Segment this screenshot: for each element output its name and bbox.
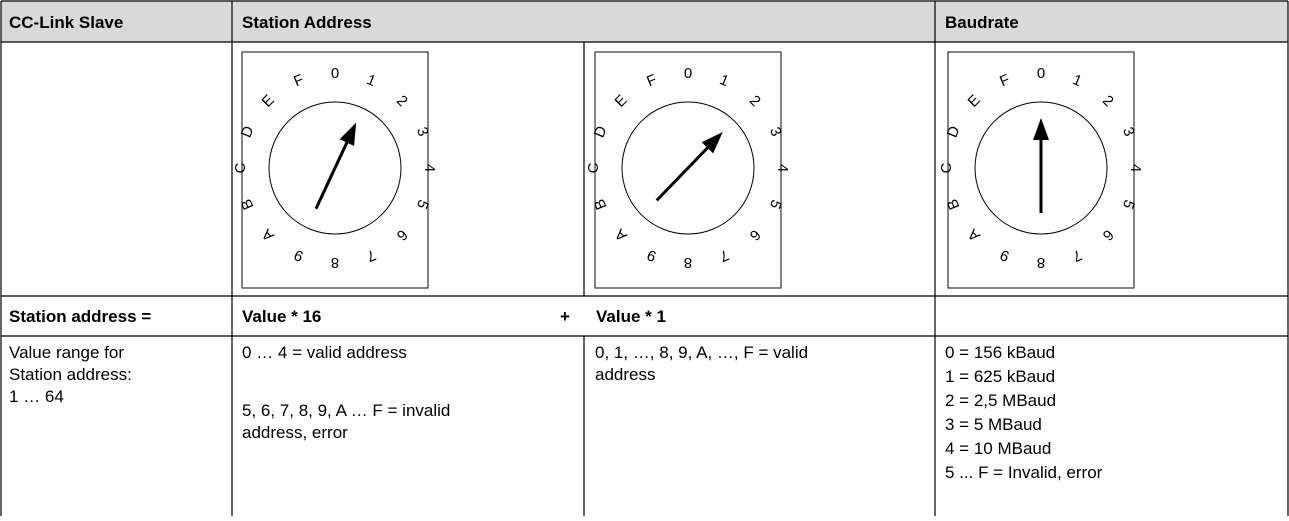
switch-dial <box>974 101 1108 235</box>
dial-label: A <box>259 225 278 244</box>
dial-label: 8 <box>331 254 339 271</box>
dial-label: 1 <box>717 71 731 90</box>
dial-label: B <box>238 196 258 212</box>
switch-arrowhead <box>339 122 357 147</box>
rotary-switch: 0 12 3 4 5 67 8 9AB C DEF <box>938 51 1144 289</box>
dial-label: 4 <box>421 164 438 172</box>
cell-text: address <box>595 365 655 384</box>
switch-pointer <box>314 140 350 210</box>
cell-text: 0 = 156 kBaud <box>945 343 1055 362</box>
dial-label: 5 <box>766 197 785 211</box>
header-cell: Baudrate <box>945 13 1019 32</box>
dial-label: 5 <box>1119 197 1138 211</box>
dial-label: B <box>591 196 611 212</box>
dial-label: 0 <box>1037 65 1045 82</box>
dial-label: F <box>291 71 306 90</box>
dial-label: 0 <box>331 65 339 82</box>
dial-label: 8 <box>1037 254 1045 271</box>
dial-label: 3 <box>1119 125 1138 139</box>
dial-label: 7 <box>1070 246 1084 265</box>
header-cell: Station Address <box>242 13 372 32</box>
dial-label: E <box>965 92 984 111</box>
dial-label: F <box>997 71 1012 90</box>
dial-label: 7 <box>717 246 731 265</box>
cell-text: Value range for <box>9 343 124 362</box>
cell-text: 0, 1, …, 8, 9, A, …, F = valid <box>595 343 808 362</box>
dial-label: 3 <box>766 125 785 139</box>
formula-label: Station address = <box>9 307 151 326</box>
dial-label: 9 <box>292 246 306 265</box>
cell-text: 1 = 625 kBaud <box>945 367 1055 386</box>
formula-operator: + <box>560 307 570 326</box>
dial-label: 8 <box>684 254 692 271</box>
cell-text: Station address: <box>9 365 132 384</box>
dial-label: 2 <box>393 92 411 110</box>
cell-text: 2 = 2,5 MBaud <box>945 391 1056 410</box>
dial-label: F <box>644 71 659 90</box>
dial-label: 6 <box>393 226 411 244</box>
dial-label: 7 <box>364 246 378 265</box>
dial-label: 2 <box>746 92 764 110</box>
formula-term: Value * 16 <box>242 307 321 326</box>
dial-label: D <box>591 123 611 140</box>
dial-label: B <box>944 196 964 212</box>
dial-label: E <box>259 92 278 111</box>
dial-label: 9 <box>645 246 659 265</box>
cell-text: 0 … 4 = valid address <box>242 343 407 362</box>
dial-label: 0 <box>684 65 692 82</box>
switch-arrowhead <box>701 132 723 154</box>
switch-frame <box>594 51 782 289</box>
switch-dial <box>621 101 755 235</box>
dial-label: A <box>965 225 984 244</box>
dial-label: C <box>585 162 602 173</box>
rotary-switch: 0 12 3 4 5 67 8 9AB C DEF <box>232 51 438 289</box>
dial-label: C <box>938 162 955 173</box>
switch-dial <box>268 101 402 235</box>
switch-frame <box>241 51 429 289</box>
dial-label: 9 <box>998 246 1012 265</box>
dial-label: 1 <box>1070 71 1084 90</box>
dial-label: 2 <box>1099 92 1117 110</box>
dial-label: A <box>612 225 631 244</box>
dial-label: D <box>238 123 258 140</box>
switch-arrowhead <box>1033 118 1049 140</box>
cell-text: 1 … 64 <box>9 387 64 406</box>
dial-label: E <box>612 92 631 111</box>
dial-label: C <box>232 162 249 173</box>
cell-text: 5 ... F = Invalid, error <box>945 463 1103 482</box>
formula-term: Value * 1 <box>596 307 666 326</box>
switch-frame <box>947 51 1135 289</box>
cell-text: 5, 6, 7, 8, 9, A … F = invalid <box>242 401 450 420</box>
dial-label: 6 <box>1099 226 1117 244</box>
rotary-switch: 0 12 3 4 5 67 8 9AB C DEF <box>585 51 791 289</box>
cell-text: 3 = 5 MBaud <box>945 415 1042 434</box>
switch-pointer <box>655 145 710 202</box>
dial-label: 5 <box>413 197 432 211</box>
header-cell: CC-Link Slave <box>9 13 123 32</box>
dial-label: 4 <box>774 164 791 172</box>
dial-label: 3 <box>413 125 432 139</box>
dial-label: 4 <box>1127 164 1144 172</box>
baudrate-list: 0 = 156 kBaud 1 = 625 kBaud 2 = 2,5 MBaud 3… <box>945 343 1103 482</box>
cell-text: 4 = 10 MBaud <box>945 439 1051 458</box>
dial-label: D <box>944 123 964 140</box>
header-background <box>1 1 1288 42</box>
dial-label: 1 <box>364 71 378 90</box>
cell-text: address, error <box>242 423 348 442</box>
dial-label: 6 <box>746 226 764 244</box>
